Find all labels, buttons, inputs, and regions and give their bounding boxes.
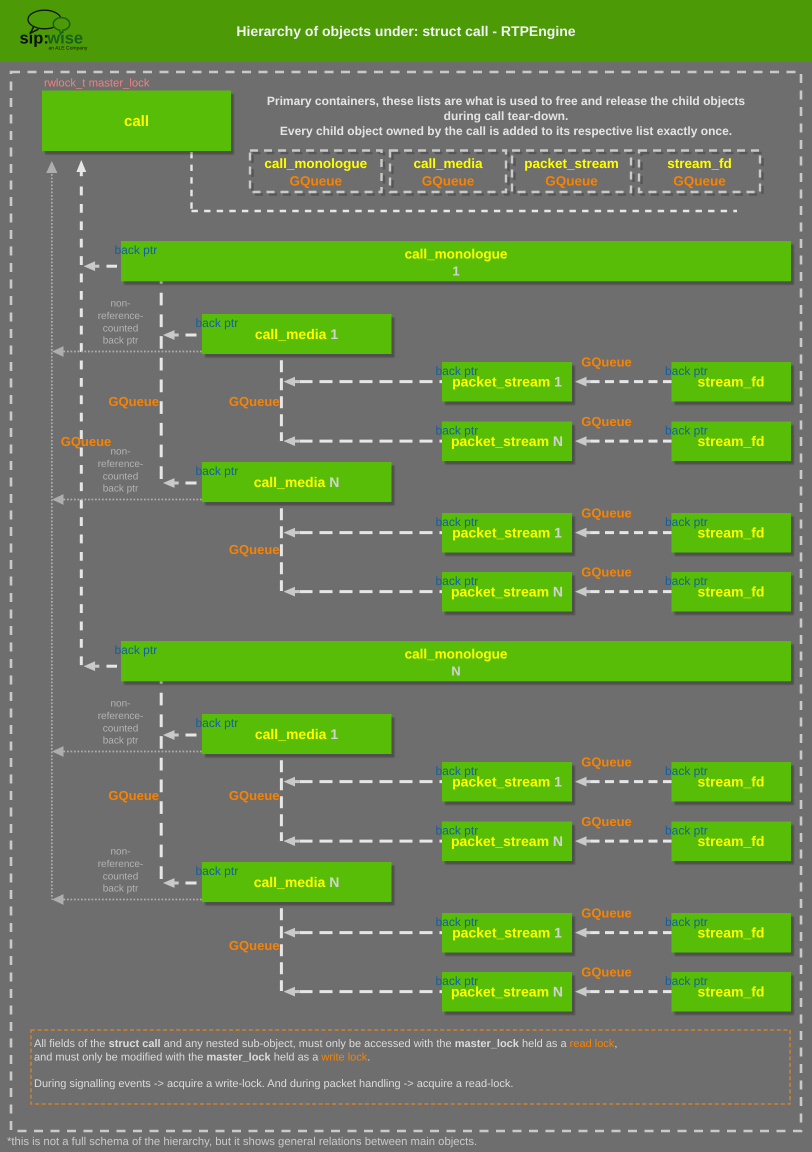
svg-text:non-: non- [110, 447, 130, 458]
svg-text:GQueue: GQueue [61, 434, 112, 449]
svg-text:packet_stream N: packet_stream N [451, 584, 563, 600]
svg-text:rwlock_t master_lock: rwlock_t master_lock [44, 78, 150, 90]
svg-text:reference-: reference- [98, 459, 144, 470]
svg-text:back ptr: back ptr [665, 915, 708, 929]
svg-text:packet_stream 1: packet_stream 1 [452, 374, 562, 390]
svg-text:back ptr: back ptr [665, 515, 708, 529]
svg-text:N: N [451, 664, 460, 679]
svg-text:back ptr: back ptr [103, 736, 139, 747]
svg-text:back ptr: back ptr [196, 464, 239, 478]
svg-text:non-: non- [110, 699, 130, 710]
svg-text:packet_stream N: packet_stream N [451, 433, 563, 449]
svg-text:call_media: call_media [413, 156, 483, 171]
svg-text:stream_fd: stream_fd [698, 774, 765, 790]
svg-text:call_monologue: call_monologue [264, 156, 367, 171]
svg-text:GQueue: GQueue [289, 174, 342, 189]
svg-text:call_monologue: call_monologue [405, 247, 508, 262]
svg-text:stream_fd: stream_fd [698, 925, 765, 941]
svg-text:packet_stream 1: packet_stream 1 [452, 925, 562, 941]
svg-text:non-: non- [110, 299, 130, 310]
svg-text:counted: counted [103, 723, 139, 734]
svg-text:reference-: reference- [98, 859, 144, 870]
svg-text:back ptr: back ptr [196, 716, 239, 730]
svg-text:Primary containers, these list: Primary containers, these lists are what… [267, 94, 746, 108]
svg-text:reference-: reference- [98, 311, 144, 322]
svg-text:back ptr: back ptr [196, 864, 239, 878]
svg-text:GQueue: GQueue [545, 174, 598, 189]
svg-text:stream_fd: stream_fd [698, 374, 765, 390]
svg-text:stream_fd: stream_fd [698, 525, 765, 541]
svg-text:back ptr: back ptr [103, 484, 139, 495]
svg-text:back ptr: back ptr [196, 316, 239, 330]
svg-text:call_media 1: call_media 1 [255, 726, 339, 742]
svg-text:back ptr: back ptr [436, 915, 479, 929]
svg-text:GQueue: GQueue [581, 355, 632, 370]
svg-text:stream_fd: stream_fd [667, 156, 732, 171]
svg-text:back ptr: back ptr [436, 764, 479, 778]
svg-text:GQueue: GQueue [229, 788, 280, 803]
svg-text:packet_stream 1: packet_stream 1 [452, 525, 562, 541]
svg-text:counted: counted [103, 323, 139, 334]
svg-text:back ptr: back ptr [665, 364, 708, 378]
svg-text:call: call [124, 113, 149, 130]
svg-text:back ptr: back ptr [436, 574, 479, 588]
svg-text:GQueue: GQueue [581, 565, 632, 580]
svg-text:stream_fd: stream_fd [698, 984, 765, 1000]
svg-text:counted: counted [103, 871, 139, 882]
svg-text:packet_stream: packet_stream [524, 156, 619, 171]
svg-text:packet_stream 1: packet_stream 1 [452, 774, 562, 790]
svg-text:call_monologue: call_monologue [405, 647, 508, 662]
svg-text:GQueue: GQueue [581, 755, 632, 770]
svg-text:back ptr: back ptr [436, 424, 479, 438]
svg-text:GQueue: GQueue [229, 394, 280, 409]
svg-text:back ptr: back ptr [103, 336, 139, 347]
svg-text:non-: non- [110, 847, 130, 858]
svg-text:reference-: reference- [98, 711, 144, 722]
svg-text:back ptr: back ptr [436, 824, 479, 838]
svg-text:All fields of the struct call: All fields of the struct call and any ne… [34, 1038, 617, 1050]
svg-text:back ptr: back ptr [665, 974, 708, 988]
svg-text:during call tear-down.: during call tear-down. [444, 109, 569, 123]
svg-text:an ALE Company: an ALE Company [49, 46, 88, 52]
svg-text:and must only be modified with: and must only be modified with the maste… [34, 1052, 370, 1064]
svg-text:back ptr: back ptr [436, 364, 479, 378]
svg-text:back ptr: back ptr [436, 515, 479, 529]
svg-text:GQueue: GQueue [581, 965, 632, 980]
svg-text:GQueue: GQueue [108, 394, 159, 409]
svg-text:packet_stream N: packet_stream N [451, 984, 563, 1000]
svg-text:Hierarchy of objects under: st: Hierarchy of objects under: struct call … [236, 23, 575, 39]
svg-text:back ptr: back ptr [115, 243, 158, 257]
svg-text:stream_fd: stream_fd [698, 833, 765, 849]
svg-text:call_media N: call_media N [254, 474, 340, 490]
svg-text:1: 1 [452, 264, 459, 279]
svg-text:GQueue: GQueue [422, 174, 475, 189]
svg-text:packet_stream N: packet_stream N [451, 833, 563, 849]
svg-text:GQueue: GQueue [581, 906, 632, 921]
svg-text:*this is not a full schema of: *this is not a full schema of the hierar… [7, 1136, 477, 1148]
svg-text:GQueue: GQueue [673, 174, 726, 189]
svg-text:back ptr: back ptr [665, 764, 708, 778]
svg-text:back ptr: back ptr [665, 424, 708, 438]
svg-text:GQueue: GQueue [229, 938, 280, 953]
svg-text:stream_fd: stream_fd [698, 433, 765, 449]
svg-text:GQueue: GQueue [229, 542, 280, 557]
svg-text:stream_fd: stream_fd [698, 584, 765, 600]
svg-text:GQueue: GQueue [581, 506, 632, 521]
svg-text:back ptr: back ptr [103, 884, 139, 895]
svg-text:GQueue: GQueue [581, 814, 632, 829]
svg-text:During signalling events -> ac: During signalling events -> acquire a wr… [34, 1078, 513, 1090]
svg-text:back ptr: back ptr [115, 643, 158, 657]
svg-text:call_media N: call_media N [254, 874, 340, 890]
svg-text:call_media 1: call_media 1 [255, 326, 339, 342]
svg-text:Every child object owned by th: Every child object owned by the call is … [280, 124, 732, 138]
svg-text:wise: wise [46, 30, 83, 48]
svg-text:back ptr: back ptr [665, 574, 708, 588]
svg-text:GQueue: GQueue [108, 788, 159, 803]
svg-text:counted: counted [103, 471, 139, 482]
svg-text:sip:: sip: [20, 30, 49, 48]
svg-text:back ptr: back ptr [665, 824, 708, 838]
svg-text:back ptr: back ptr [436, 974, 479, 988]
svg-text:GQueue: GQueue [581, 414, 632, 429]
